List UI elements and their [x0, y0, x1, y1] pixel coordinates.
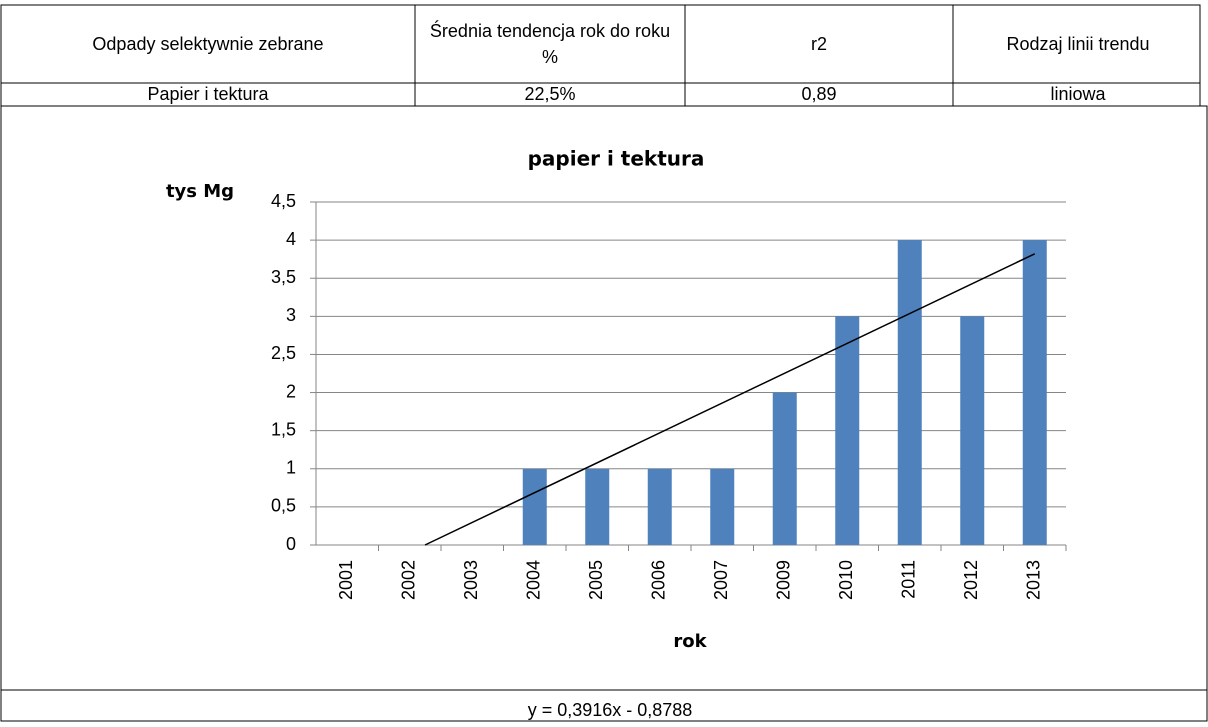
y-tick-label: 2,5 — [271, 343, 296, 363]
x-tick-label: 2001 — [336, 560, 356, 600]
x-tick-label: 2010 — [836, 560, 856, 600]
bar — [960, 316, 985, 545]
table-cell: 0,89 — [801, 84, 836, 104]
y-tick-label: 0,5 — [271, 496, 296, 516]
y-tick-label: 3 — [286, 305, 296, 325]
y-tick-label: 2 — [286, 381, 296, 401]
x-tick-label: 2012 — [961, 560, 981, 600]
x-tick-label: 2013 — [1024, 560, 1044, 600]
bar — [710, 468, 735, 545]
x-tick-label: 2004 — [524, 560, 544, 600]
header-cell: Średnia tendencja rok do roku % — [429, 21, 671, 67]
table-cell: 22,5% — [524, 84, 575, 104]
header-cell: r2 — [811, 34, 827, 54]
bar — [1022, 240, 1047, 545]
trendline — [424, 253, 1036, 546]
bar — [772, 392, 797, 545]
footer-equation: y = 0,3916x - 0,8788 — [528, 700, 693, 720]
footer-frame — [0, 689, 1208, 722]
x-axis-label: rok — [673, 631, 707, 652]
chart-title: papier i tektura — [528, 147, 705, 171]
bar — [585, 468, 610, 545]
y-tick-label: 1 — [286, 458, 296, 478]
table-cell: liniowa — [1050, 84, 1106, 104]
y-tick-label: 4,5 — [271, 191, 296, 211]
x-tick-label: 2009 — [774, 560, 794, 600]
y-tick-label: 4 — [286, 229, 296, 249]
x-tick-label: 2002 — [399, 560, 419, 600]
bar — [522, 468, 547, 545]
plot: 0 0,5 1 1,5 2 2,5 3 3,5 4 4,5 2001 2002 2003 2004 2005… — [271, 191, 1067, 600]
header-cell-wrap: Średnia tendencja rok do roku % — [429, 21, 671, 67]
header-cell: Rodzaj linii trendu — [1006, 34, 1149, 54]
bar — [647, 468, 672, 545]
x-tick-label: 2005 — [586, 560, 606, 600]
table-cell: Papier i tektura — [147, 84, 269, 104]
x-tick-label: 2006 — [649, 560, 669, 600]
bar — [835, 316, 860, 545]
y-tick-label: 3,5 — [271, 267, 296, 287]
bar — [897, 240, 922, 545]
y-tick-label: 0 — [286, 534, 296, 554]
table-frame — [0, 4, 1208, 722]
x-tick-label: 2011 — [899, 560, 919, 599]
header-cell: Odpady selektywnie zebrane — [92, 34, 323, 54]
x-tick-label: 2007 — [711, 560, 731, 600]
x-tick-label: 2003 — [461, 560, 481, 600]
y-tick-label: 1,5 — [271, 419, 296, 439]
y-axis-label: tys Mg — [166, 181, 234, 202]
